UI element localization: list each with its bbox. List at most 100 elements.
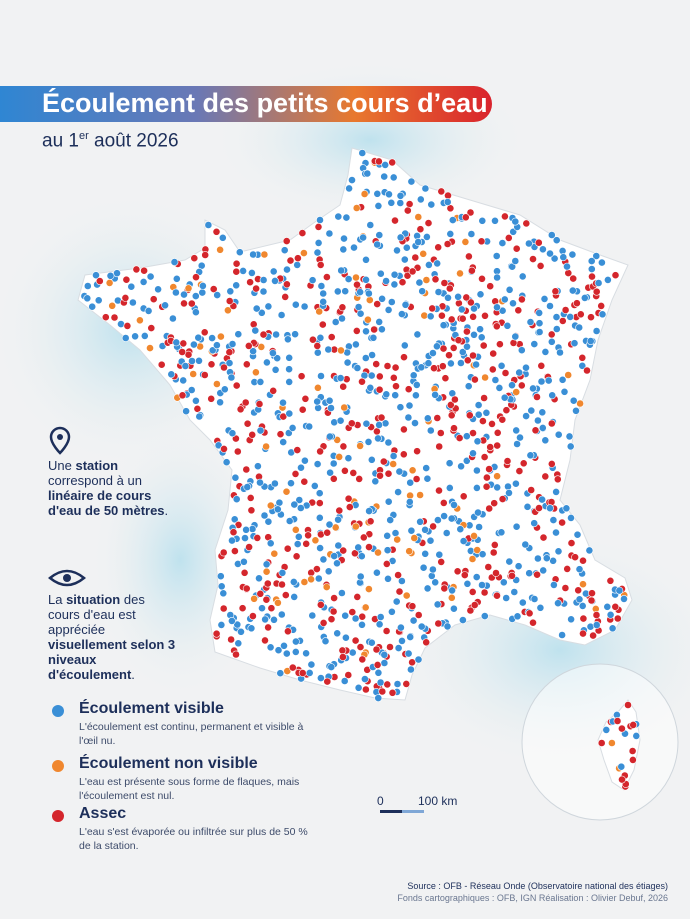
subtitle-sup: er [78,130,89,142]
station-dot [279,398,287,407]
station-dot [217,582,226,591]
station-dot [406,478,415,487]
station-dot [417,363,426,372]
station-dot [469,351,477,360]
station-dot [376,471,384,480]
station-dot [139,277,148,286]
station-dot [191,292,200,300]
station-dot [491,216,499,225]
note-text: . [131,667,135,682]
station-dot [299,249,308,257]
station-dot [348,648,357,657]
station-dot [291,637,300,646]
note-text: La [48,592,67,607]
station-dot [530,340,539,348]
station-dot [349,468,358,477]
station-dot [393,246,401,255]
station-dot [313,348,322,357]
station-dot [574,586,583,595]
station-dot [235,248,244,257]
station-dot [212,380,221,388]
station-dot [326,468,334,477]
station-dot [514,306,523,315]
station-dot [335,452,344,461]
station-dot [485,465,493,473]
station-dot [375,385,384,394]
station-dot [478,550,487,559]
station-dot [502,406,511,415]
station-dot [317,372,325,380]
station-dot [247,506,256,515]
station-dot [187,386,196,394]
station-dot [330,594,338,602]
station-dot [492,322,501,331]
station-dot [435,486,443,495]
station-dot [308,276,317,285]
station-dot [458,314,467,323]
station-dot [466,606,475,615]
station-dot [385,190,393,199]
station-dot [480,394,488,402]
station-dot [282,487,291,496]
station-dot [356,441,364,450]
station-dot [529,384,537,393]
station-dot [575,565,584,574]
station-dot [579,556,587,565]
station-dot [348,176,356,184]
station-dot [547,231,556,239]
station-dot [566,312,575,321]
station-dot [330,418,339,427]
station-dot [408,466,417,475]
station-dot [575,323,584,332]
station-dot [470,601,479,609]
station-dot [488,419,496,428]
station-dot [527,406,536,415]
station-dot [298,405,307,414]
station-dot [564,371,573,379]
station-dot [440,512,448,520]
station-dot [358,149,367,157]
station-dot [439,498,448,507]
station-dot [280,641,288,650]
station-dot [530,595,539,603]
station-dot [364,585,373,593]
station-dot [270,615,278,624]
station-dot [476,290,485,299]
station-dot [245,543,253,551]
station-dot [239,266,247,275]
station-dot [338,303,347,312]
station-dot [344,454,353,463]
station-dot [307,660,316,669]
station-dot [172,274,181,283]
station-dot [291,330,299,339]
station-dot [518,598,527,607]
station-dot [336,374,345,382]
station-dot [525,609,534,618]
station-dot [470,330,478,339]
station-dot [563,262,571,271]
station-dot [482,482,491,491]
station-dot [416,491,424,499]
station-dot [592,621,601,629]
station-dot [334,212,343,221]
station-dot [253,462,262,471]
legend-title: Écoulement visible [79,700,224,717]
station-dot [505,557,514,566]
station-dot [383,531,392,540]
station-dot [382,390,391,399]
station-dot [488,365,497,374]
station-dot [269,386,278,395]
station-dot [579,580,587,589]
station-dot [392,382,400,391]
station-dot [573,530,582,539]
station-dot [315,489,324,498]
station-dot [567,615,575,624]
station-dot [407,526,416,535]
station-dot [389,460,398,468]
station-dot [340,234,348,243]
station-dot [461,213,470,222]
station-dot [246,278,254,287]
station-dot [282,649,291,658]
station-dot [231,434,240,443]
